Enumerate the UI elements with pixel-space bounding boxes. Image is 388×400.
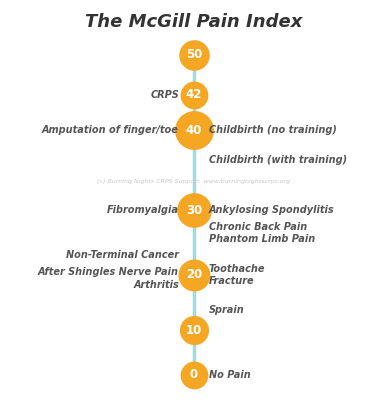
Text: Sprain: Sprain bbox=[209, 305, 245, 315]
Point bbox=[191, 372, 197, 378]
Text: Ankylosing Spondylitis: Ankylosing Spondylitis bbox=[209, 205, 334, 215]
Text: Chronic Back Pain
Phantom Limb Pain: Chronic Back Pain Phantom Limb Pain bbox=[209, 222, 315, 244]
Text: Non-Terminal Cancer: Non-Terminal Cancer bbox=[66, 250, 179, 260]
Text: 40: 40 bbox=[186, 124, 202, 136]
Text: (c) Burning Nights CRPS Support  www.burningnightscrps.org: (c) Burning Nights CRPS Support www.burn… bbox=[97, 180, 291, 184]
Point bbox=[191, 207, 197, 213]
Text: 10: 10 bbox=[186, 324, 202, 336]
Point bbox=[191, 272, 197, 278]
Point bbox=[191, 92, 197, 98]
Text: Fibromyalgia: Fibromyalgia bbox=[107, 205, 179, 215]
Text: CRPS: CRPS bbox=[150, 90, 179, 100]
Text: Arthritis: Arthritis bbox=[133, 280, 179, 290]
Text: Childbirth (no training): Childbirth (no training) bbox=[209, 125, 337, 135]
Text: 20: 20 bbox=[186, 268, 202, 282]
Text: 30: 30 bbox=[186, 204, 202, 216]
Text: 50: 50 bbox=[186, 48, 202, 62]
Point bbox=[191, 52, 197, 58]
Text: Amputation of finger/toe: Amputation of finger/toe bbox=[42, 125, 179, 135]
Point bbox=[191, 127, 197, 133]
Text: After Shingles Nerve Pain: After Shingles Nerve Pain bbox=[38, 267, 179, 277]
Text: Childbirth (with training): Childbirth (with training) bbox=[209, 155, 347, 165]
Text: No Pain: No Pain bbox=[209, 370, 251, 380]
Text: 0: 0 bbox=[190, 368, 198, 382]
Text: Toothache
Fracture: Toothache Fracture bbox=[209, 264, 265, 286]
Text: 42: 42 bbox=[186, 88, 202, 102]
Point bbox=[191, 327, 197, 333]
Text: The McGill Pain Index: The McGill Pain Index bbox=[85, 13, 303, 31]
